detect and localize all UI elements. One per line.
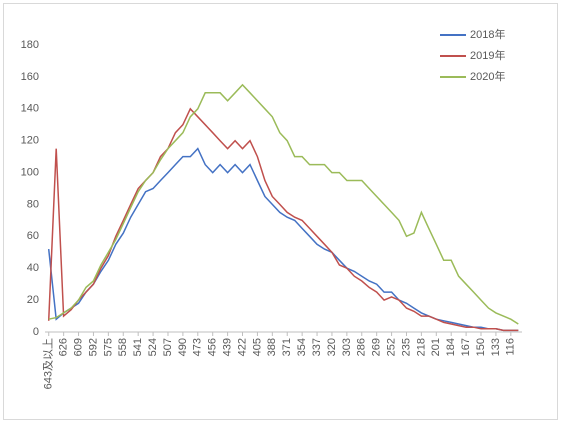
x-tick-label: 575	[102, 338, 114, 356]
y-tick-label: 120	[21, 135, 39, 147]
x-tick-label: 371	[281, 338, 293, 356]
legend-label: 2020年	[470, 69, 505, 83]
x-tick-label: 184	[445, 338, 457, 356]
y-tick-label: 60	[27, 230, 39, 242]
y-tick-label: 20	[27, 294, 39, 306]
x-tick-label: 286	[356, 338, 368, 356]
x-tick-label: 541	[132, 338, 144, 356]
x-tick-label: 473	[192, 338, 204, 356]
x-tick-label: 235	[400, 338, 412, 356]
x-tick-label: 201	[430, 338, 442, 356]
x-tick-label: 422	[236, 338, 248, 356]
x-tick-label: 269	[371, 338, 383, 356]
y-tick-label: 180	[21, 39, 39, 51]
y-tick-label: 0	[33, 326, 39, 338]
series-line	[47, 107, 519, 332]
legend-label: 2018年	[470, 27, 505, 41]
series-line	[48, 83, 519, 325]
x-tick-label: 354	[296, 338, 308, 356]
x-tick-label: 592	[87, 338, 99, 356]
x-tick-label: 337	[311, 338, 323, 356]
x-tick-label: 320	[326, 338, 338, 356]
y-tick-label: 100	[21, 166, 39, 178]
y-tick-label: 160	[21, 71, 39, 83]
x-tick-label: 507	[162, 338, 174, 356]
x-tick-label: 643及以上	[42, 338, 55, 389]
x-tick-label: 439	[222, 338, 234, 356]
x-tick-label: 252	[385, 338, 397, 356]
y-tick-label: 40	[27, 262, 39, 274]
x-tick-label: 490	[177, 338, 189, 356]
legend-label: 2019年	[470, 48, 505, 62]
chart-frame	[3, 3, 558, 420]
x-tick-label: 167	[460, 338, 472, 356]
x-tick-label: 609	[72, 338, 84, 356]
x-tick-label: 116	[505, 338, 517, 356]
x-tick-label: 456	[207, 338, 219, 356]
x-tick-label: 150	[475, 338, 487, 356]
y-tick-label: 80	[27, 198, 39, 210]
x-tick-label: 133	[490, 338, 502, 356]
x-tick-label: 303	[341, 338, 353, 356]
x-tick-label: 626	[58, 338, 70, 356]
x-tick-label: 405	[251, 338, 263, 356]
x-tick-label: 558	[117, 338, 129, 356]
x-tick-label: 388	[266, 338, 278, 356]
x-tick-label: 524	[147, 338, 159, 356]
x-tick-label: 218	[415, 338, 427, 356]
y-tick-label: 140	[21, 103, 39, 115]
